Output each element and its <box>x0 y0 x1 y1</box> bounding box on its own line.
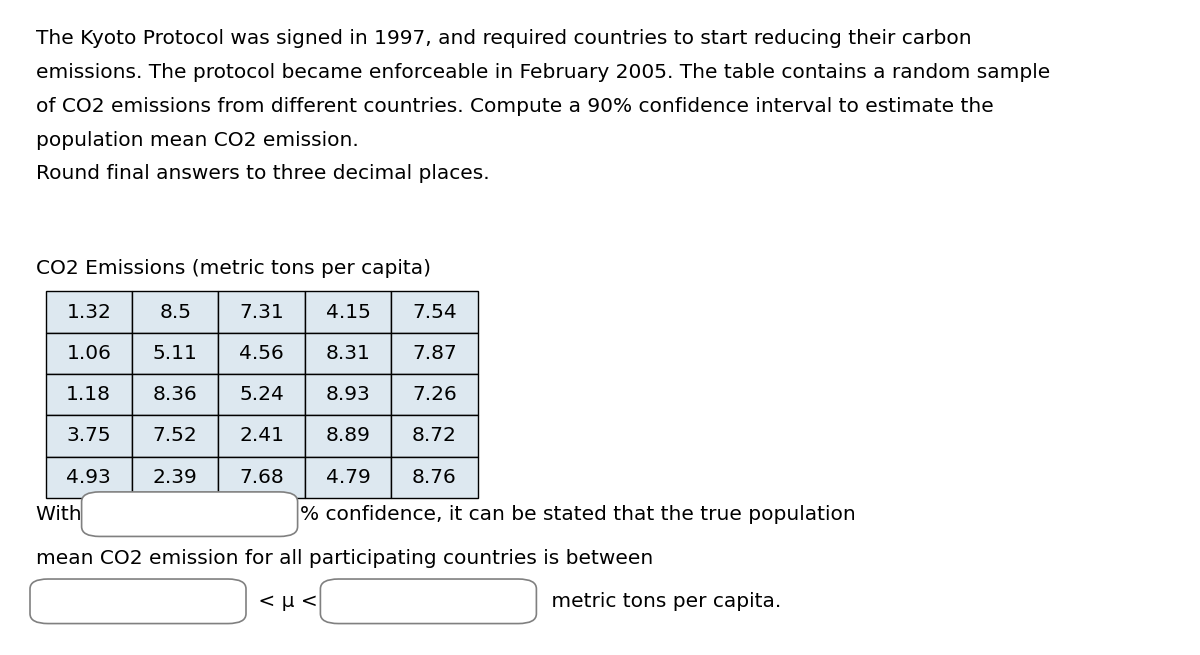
Text: 3.75: 3.75 <box>66 426 112 445</box>
Text: 1.06: 1.06 <box>66 344 112 363</box>
Text: 7.54: 7.54 <box>412 303 457 322</box>
Text: 8.72: 8.72 <box>412 426 457 445</box>
Text: of CO2 emissions from different countries. Compute a 90% confidence interval to : of CO2 emissions from different countrie… <box>36 97 994 116</box>
Text: 8.5: 8.5 <box>160 303 191 322</box>
Text: 4.56: 4.56 <box>239 344 284 363</box>
Text: With: With <box>36 504 88 524</box>
Text: 8.89: 8.89 <box>325 426 371 445</box>
Text: mean CO2 emission for all participating countries is between: mean CO2 emission for all participating … <box>36 548 653 568</box>
Text: 7.26: 7.26 <box>412 385 457 404</box>
Text: 7.87: 7.87 <box>412 344 457 363</box>
Text: metric tons per capita.: metric tons per capita. <box>545 591 781 611</box>
Text: < μ <: < μ < <box>252 591 324 611</box>
Text: 5.24: 5.24 <box>239 385 284 404</box>
Text: 5.11: 5.11 <box>152 344 198 363</box>
Text: 8.31: 8.31 <box>325 344 371 363</box>
Text: 2.39: 2.39 <box>152 468 198 487</box>
Text: 8.93: 8.93 <box>325 385 371 404</box>
Text: 7.68: 7.68 <box>239 468 284 487</box>
Text: 8.76: 8.76 <box>412 468 457 487</box>
Text: 1.18: 1.18 <box>66 385 112 404</box>
Text: population mean CO2 emission.: population mean CO2 emission. <box>36 131 359 150</box>
Text: 7.31: 7.31 <box>239 303 284 322</box>
Text: CO2 Emissions (metric tons per capita): CO2 Emissions (metric tons per capita) <box>36 259 431 278</box>
Text: The Kyoto Protocol was signed in 1997, and required countries to start reducing : The Kyoto Protocol was signed in 1997, a… <box>36 29 972 48</box>
Text: 1.32: 1.32 <box>66 303 112 322</box>
Text: 7.52: 7.52 <box>152 426 198 445</box>
Text: emissions. The protocol became enforceable in February 2005. The table contains : emissions. The protocol became enforceab… <box>36 64 1050 83</box>
Text: 4.15: 4.15 <box>325 303 371 322</box>
Text: 4.79: 4.79 <box>325 468 371 487</box>
Text: 4.93: 4.93 <box>66 468 112 487</box>
Text: 2.41: 2.41 <box>239 426 284 445</box>
Text: 8.36: 8.36 <box>152 385 198 404</box>
Text: Round final answers to three decimal places.: Round final answers to three decimal pla… <box>36 164 490 183</box>
Text: % confidence, it can be stated that the true population: % confidence, it can be stated that the … <box>300 504 856 524</box>
